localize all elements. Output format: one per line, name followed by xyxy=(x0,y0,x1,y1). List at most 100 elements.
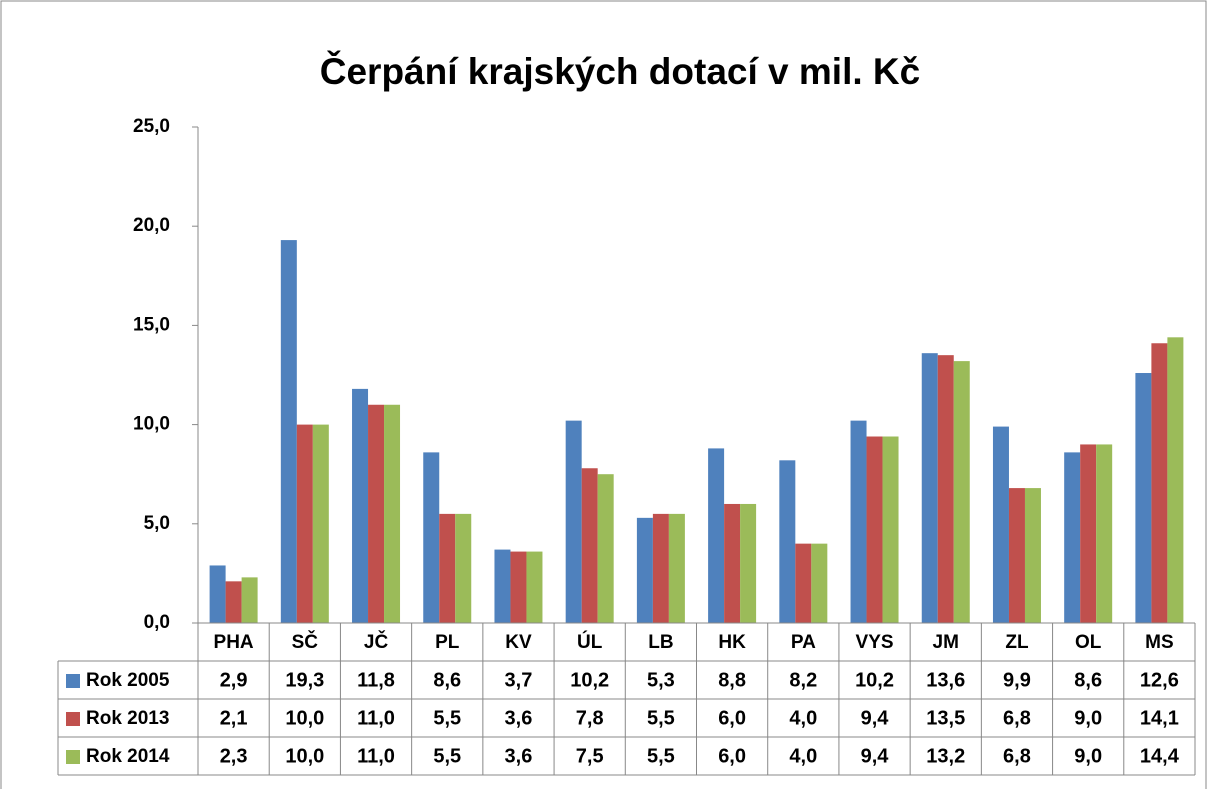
data-label: 14,4 xyxy=(1140,745,1180,767)
y-tick-label: 5,0 xyxy=(144,513,170,534)
data-label: 11,0 xyxy=(357,745,395,767)
data-label: 9,4 xyxy=(861,707,890,729)
data-label: 10,2 xyxy=(855,669,894,691)
bar xyxy=(1080,444,1097,623)
bar xyxy=(937,355,954,623)
x-tick-label: PHA xyxy=(214,632,254,653)
data-label: 12,6 xyxy=(1140,669,1179,691)
x-tick-label: LB xyxy=(648,632,673,653)
bar xyxy=(209,565,226,623)
bar xyxy=(992,426,1009,623)
bar xyxy=(280,240,297,623)
data-label: 4,0 xyxy=(789,707,817,729)
x-tick-label: SČ xyxy=(292,631,319,653)
bar xyxy=(526,551,543,623)
chart-title: Čerpání krajských dotací v mil. Kč xyxy=(320,50,920,92)
bar xyxy=(565,420,582,623)
legend-label: Rok 2013 xyxy=(86,708,169,729)
bar xyxy=(241,577,258,623)
data-label: 9,4 xyxy=(861,745,890,767)
bar xyxy=(368,404,385,623)
x-tick-label: PA xyxy=(791,632,816,653)
data-label: 6,8 xyxy=(1003,745,1031,767)
data-label: 10,2 xyxy=(570,669,609,691)
bar xyxy=(740,503,757,623)
data-label: 6,0 xyxy=(718,707,746,729)
x-tick-label: MS xyxy=(1145,632,1174,653)
data-label: 5,5 xyxy=(433,745,461,767)
data-label: 11,8 xyxy=(357,669,395,691)
data-label: 8,6 xyxy=(433,669,461,691)
data-label: 7,8 xyxy=(576,707,604,729)
legend-swatch xyxy=(66,750,80,764)
bar xyxy=(708,448,725,623)
bar xyxy=(352,388,369,623)
data-label: 9,0 xyxy=(1074,745,1102,767)
data-label: 6,8 xyxy=(1003,707,1031,729)
bar xyxy=(636,517,653,623)
bar xyxy=(921,353,938,623)
data-label: 14,1 xyxy=(1140,707,1179,729)
data-label: 9,9 xyxy=(1003,669,1031,691)
legend-label: Rok 2005 xyxy=(86,670,170,691)
bar xyxy=(652,513,669,623)
data-label: 8,6 xyxy=(1074,669,1102,691)
y-tick-label: 20,0 xyxy=(133,215,170,236)
y-tick-label: 0,0 xyxy=(144,612,170,633)
bar xyxy=(866,436,883,623)
bar xyxy=(1008,488,1025,623)
data-label: 13,5 xyxy=(926,707,965,729)
data-label: 13,2 xyxy=(926,745,965,767)
data-label: 11,0 xyxy=(357,707,395,729)
x-tick-label: VYS xyxy=(856,632,894,653)
data-label: 5,5 xyxy=(647,707,675,729)
x-tick-label: PL xyxy=(435,632,460,653)
bar xyxy=(779,460,796,623)
x-tick-label: KV xyxy=(505,632,532,653)
data-label: 5,3 xyxy=(647,669,675,691)
bar xyxy=(850,420,867,623)
y-tick-label: 15,0 xyxy=(133,314,170,335)
bar xyxy=(811,543,828,623)
data-label: 7,5 xyxy=(576,745,604,767)
bar xyxy=(1151,343,1168,623)
bar xyxy=(953,361,970,623)
bar xyxy=(1135,373,1152,623)
data-label: 19,3 xyxy=(285,669,324,691)
y-tick-label: 10,0 xyxy=(133,414,170,435)
bar xyxy=(1064,452,1081,623)
bar xyxy=(1096,444,1113,623)
bar xyxy=(455,513,472,623)
bar xyxy=(668,513,685,623)
data-label: 3,6 xyxy=(505,707,533,729)
bar xyxy=(494,549,511,623)
data-label: 2,1 xyxy=(220,707,248,729)
data-label: 6,0 xyxy=(718,745,746,767)
x-tick-label: JM xyxy=(933,632,959,653)
y-tick-label: 25,0 xyxy=(133,116,170,137)
data-label: 10,0 xyxy=(285,707,324,729)
data-label: 2,9 xyxy=(220,669,248,691)
bar xyxy=(1024,488,1041,623)
legend-label: Rok 2014 xyxy=(86,746,170,767)
data-label: 5,5 xyxy=(433,707,461,729)
bar xyxy=(597,474,614,623)
bar xyxy=(423,452,440,623)
legend-swatch xyxy=(66,674,80,688)
x-tick-label: HK xyxy=(718,632,746,653)
bar xyxy=(724,503,741,623)
data-label: 3,7 xyxy=(505,669,533,691)
bar xyxy=(439,513,456,623)
x-tick-label: ZL xyxy=(1005,632,1029,653)
bar xyxy=(882,436,899,623)
data-label: 5,5 xyxy=(647,745,675,767)
data-label: 10,0 xyxy=(285,745,324,767)
x-tick-label: ÚL xyxy=(577,631,603,653)
data-label: 3,6 xyxy=(505,745,533,767)
bar xyxy=(1167,337,1184,623)
data-label: 9,0 xyxy=(1074,707,1102,729)
legend-swatch xyxy=(66,712,80,726)
bar xyxy=(384,404,401,623)
